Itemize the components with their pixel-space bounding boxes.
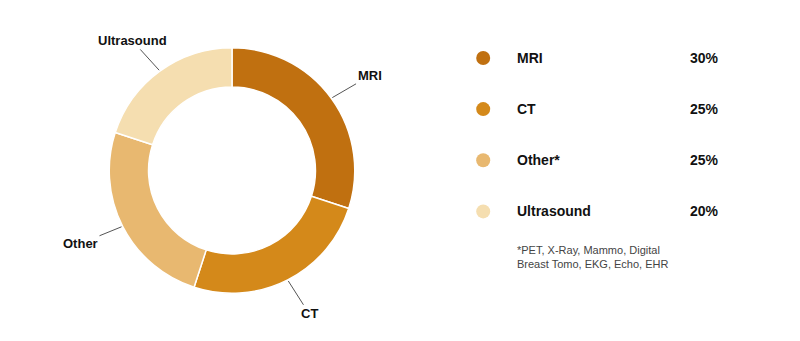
svg-text:Other: Other	[63, 236, 98, 251]
svg-text:30%: 30%	[690, 50, 719, 66]
svg-text:Ultrasound: Ultrasound	[98, 33, 167, 48]
svg-text:CT: CT	[301, 306, 318, 321]
svg-text:25%: 25%	[690, 101, 719, 117]
svg-text:MRI: MRI	[358, 68, 382, 83]
svg-text:MRI: MRI	[517, 50, 543, 66]
svg-text:Other*: Other*	[517, 152, 560, 168]
svg-text:20%: 20%	[690, 203, 719, 219]
svg-text:25%: 25%	[690, 152, 719, 168]
svg-text:Ultrasound: Ultrasound	[517, 203, 591, 219]
svg-text:CT: CT	[517, 101, 536, 117]
svg-text:*PET, X-Ray, Mammo, DigitalBre: *PET, X-Ray, Mammo, DigitalBreast Tomo, …	[517, 244, 668, 270]
